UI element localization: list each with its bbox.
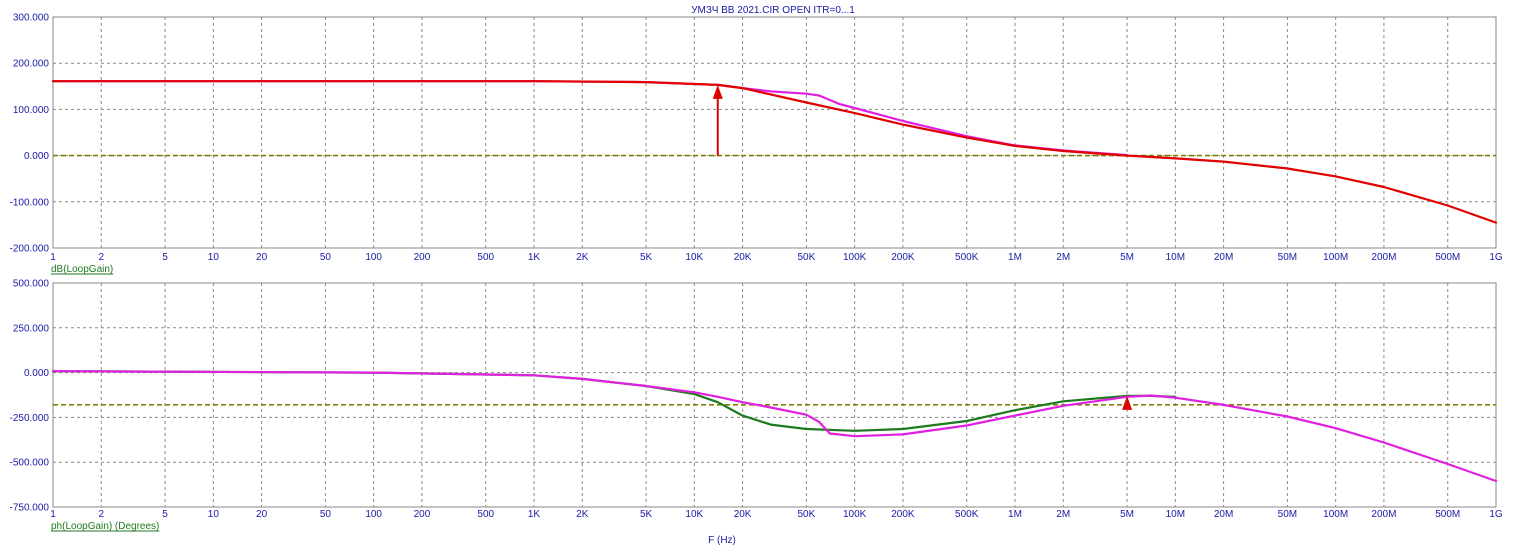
x-tick-label: 1K	[528, 509, 541, 520]
y-tick-label: 500.000	[13, 279, 50, 290]
x-tick-label: 200M	[1371, 252, 1396, 263]
y-tick-label: 200.000	[13, 59, 50, 70]
x-tick-label: 5M	[1120, 252, 1134, 263]
x-tick-label: 50	[320, 509, 332, 520]
x-tick-label: 100	[365, 509, 382, 520]
x-tick-label: 5	[162, 509, 168, 520]
x-tick-label: 2M	[1056, 509, 1070, 520]
x-tick-label: 20K	[734, 509, 752, 520]
y-tick-label: 100.000	[13, 105, 50, 116]
x-tick-label: 50M	[1278, 509, 1297, 520]
x-tick-label: 200	[414, 252, 431, 263]
x-tick-label: 200M	[1371, 509, 1396, 520]
x-tick-label: 1	[50, 509, 56, 520]
y-tick-label: -250.000	[10, 413, 50, 424]
x-tick-label: 10	[208, 252, 220, 263]
x-tick-label: 5	[162, 252, 168, 263]
x-tick-label: 10K	[685, 252, 703, 263]
x-tick-label: 500K	[955, 509, 979, 520]
x-tick-label: 1M	[1008, 509, 1022, 520]
y-tick-label: -100.000	[10, 197, 50, 208]
x-tick-label: 50K	[798, 252, 816, 263]
x-tick-label: 2	[98, 252, 104, 263]
x-tick-label: 2M	[1056, 252, 1070, 263]
marker-arrow	[1122, 395, 1133, 410]
x-tick-label: 20M	[1214, 509, 1233, 520]
chart-title: УМЗЧ ВВ 2021.CIR OPEN ITR=0...1	[691, 5, 855, 16]
plot-frame	[52, 282, 1497, 508]
y-tick-label: 0.000	[24, 368, 49, 379]
series-line-0	[51, 80, 1129, 157]
x-tick-label: 1G	[1489, 509, 1503, 520]
x-tick-label: 20	[256, 252, 268, 263]
x-tick-label: 500M	[1435, 509, 1460, 520]
marker-arrow	[712, 84, 723, 99]
x-tick-label: 5K	[640, 252, 653, 263]
x-tick-label: 100	[365, 252, 382, 263]
series-line-1	[51, 80, 1498, 224]
x-tick-label: 50	[320, 252, 332, 263]
x-tick-label: 2	[98, 509, 104, 520]
x-tick-label: 500K	[955, 252, 979, 263]
x-tick-label: 20	[256, 509, 268, 520]
x-tick-label: 500M	[1435, 252, 1460, 263]
x-tick-label: 1M	[1008, 252, 1022, 263]
x-tick-label: 1G	[1489, 252, 1503, 263]
y-tick-label: -750.000	[10, 503, 50, 514]
x-tick-label: 100M	[1323, 509, 1348, 520]
magnitude-panel: 1 2 5 10 20 50 100 200 500 1K 2K 5K 10K 20K 50K 100K 200…	[10, 13, 1503, 276]
y-tick-label: 0.000	[24, 151, 49, 162]
x-tick-label: 200K	[891, 509, 915, 520]
y-tick-label: -500.000	[10, 458, 50, 469]
x-tick-label: 200	[414, 509, 431, 520]
x-tick-label: 50M	[1278, 252, 1297, 263]
x-tick-label: 200K	[891, 252, 915, 263]
phase-panel: 1 2 5 10 20 50 100 200 500 1K 2K 5K 10K 20K 50K 100K 200…	[10, 279, 1503, 533]
x-tick-label: 10M	[1166, 252, 1185, 263]
x-tick-label: 2K	[576, 252, 589, 263]
x-tick-label: 5K	[640, 509, 653, 520]
x-tick-label: 10	[208, 509, 220, 520]
series-line-1	[51, 370, 1498, 483]
x-tick-label: 100K	[843, 509, 867, 520]
x-tick-label: 50K	[798, 509, 816, 520]
x-axis-label: F (Hz)	[708, 535, 736, 546]
x-tick-label: 500	[477, 509, 494, 520]
y-tick-label: 300.000	[13, 13, 50, 24]
y-expression-label: ph(LoopGain) (Degrees)	[51, 521, 159, 532]
x-tick-label: 20K	[734, 252, 752, 263]
x-tick-label: 2K	[576, 509, 589, 520]
series-line-0	[51, 370, 1177, 432]
x-tick-label: 1	[50, 252, 56, 263]
x-tick-label: 500	[477, 252, 494, 263]
y-expression-label: dB(LoopGain)	[51, 264, 113, 275]
x-tick-label: 20M	[1214, 252, 1233, 263]
x-tick-label: 10M	[1166, 509, 1185, 520]
plot-frame	[52, 16, 1497, 249]
x-tick-label: 10K	[685, 509, 703, 520]
x-tick-label: 1K	[528, 252, 541, 263]
y-tick-label: 250.000	[13, 323, 50, 334]
x-tick-label: 5M	[1120, 509, 1134, 520]
x-tick-label: 100K	[843, 252, 867, 263]
y-tick-label: -200.000	[10, 244, 50, 255]
x-tick-label: 100M	[1323, 252, 1348, 263]
